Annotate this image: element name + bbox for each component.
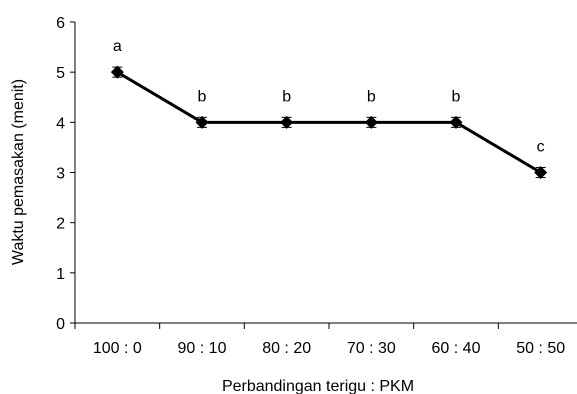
data-point xyxy=(449,115,463,129)
series-group: a b b b b c xyxy=(110,38,548,179)
y-ticks: 0 1 2 3 4 5 6 xyxy=(56,15,75,333)
significance-label: b xyxy=(452,88,461,105)
series-line xyxy=(116,70,542,174)
significance-label: a xyxy=(113,38,122,55)
significance-label: c xyxy=(537,139,545,156)
significance-label: b xyxy=(282,88,291,105)
x-tick-label: 80 : 20 xyxy=(262,340,311,357)
data-point xyxy=(364,115,378,129)
data-point xyxy=(280,115,294,129)
data-point xyxy=(195,115,209,129)
x-axis-title: Perbandingan terigu : PKM xyxy=(222,378,414,394)
y-tick-label: 6 xyxy=(56,15,65,32)
data-point xyxy=(534,166,548,179)
significance-label: b xyxy=(198,88,207,105)
y-tick-label: 0 xyxy=(56,316,65,333)
y-tick-label: 3 xyxy=(56,166,65,183)
x-tick-label: 100 : 0 xyxy=(93,340,142,357)
y-tick-label: 4 xyxy=(56,115,65,132)
y-tick-label: 2 xyxy=(56,216,65,233)
y-axis-title: Waktu pemasakan (menit) xyxy=(10,79,27,265)
data-point xyxy=(110,65,124,79)
x-tick-label: 90 : 10 xyxy=(178,340,227,357)
x-tick-label: 60 : 40 xyxy=(432,340,481,357)
x-tick-label: 50 : 50 xyxy=(516,340,565,357)
x-ticks: 100 : 0 90 : 10 80 : 20 70 : 30 60 : 40 50 : … xyxy=(74,323,565,357)
significance-label: b xyxy=(367,88,376,105)
y-tick-label: 1 xyxy=(56,266,65,283)
x-tick-label: 70 : 30 xyxy=(347,340,396,357)
y-tick-label: 5 xyxy=(56,65,65,82)
